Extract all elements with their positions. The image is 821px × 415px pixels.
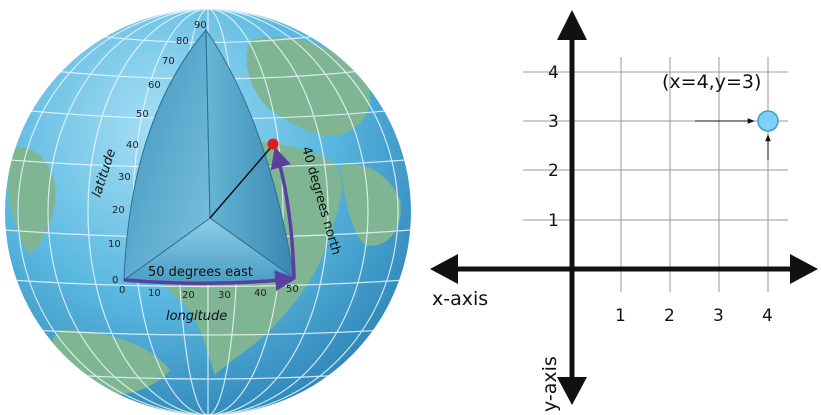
europe-land	[246, 36, 371, 136]
y-tick: 1	[548, 211, 559, 231]
x-tick: 1	[615, 306, 626, 326]
lon-tick: 0	[119, 285, 125, 296]
x-tick: 4	[762, 306, 773, 326]
coordinate-graph: 4 3 2 1 1 2 3 4 x-axis y-axis (x=4,y=3)	[430, 10, 818, 412]
lat-tick: 70	[162, 56, 175, 67]
x-ticks: 1 2 3 4	[615, 306, 773, 326]
lon-tick: 50	[286, 284, 299, 295]
lat-tick: 10	[108, 239, 121, 250]
lon-tick: 20	[182, 290, 195, 301]
north-arrow	[270, 146, 296, 279]
graph-point	[757, 110, 779, 132]
y-axis-arrow-top	[557, 10, 587, 40]
x-axis-arrow-right	[790, 254, 818, 284]
radius-line	[209, 144, 274, 219]
x-tick: 3	[713, 306, 724, 326]
x-axis-arrow-left	[430, 254, 458, 284]
lon-tick: 30	[218, 290, 231, 301]
lon-tick: 40	[254, 288, 267, 299]
lat-tick: 0	[112, 275, 118, 286]
lat-tick: 30	[118, 172, 131, 183]
lat-tick: 80	[176, 36, 189, 47]
lat-tick: 20	[112, 205, 125, 216]
y-tick: 2	[548, 161, 559, 181]
axes	[430, 10, 818, 405]
lat-tick: 40	[126, 140, 139, 151]
east-label: 50 degrees east	[148, 265, 253, 280]
y-axis-label: y-axis	[539, 356, 561, 412]
lat-tick: 50	[136, 109, 149, 120]
arabia-land	[340, 164, 401, 246]
east-arrow	[123, 270, 297, 292]
y-tick: 3	[548, 112, 559, 132]
globe: 0 10 20 30 40 50 60 70 80 90 0 10 20 30 …	[5, 9, 411, 415]
lon-tick: 10	[148, 288, 161, 299]
lat-tick: 90	[194, 20, 207, 31]
y-axis-arrow-bottom	[557, 377, 587, 405]
lat-tick: 60	[148, 80, 161, 91]
y-ticks: 4 3 2 1	[548, 63, 559, 231]
y-tick: 4	[548, 63, 559, 83]
longitude-label: longitude	[166, 309, 227, 324]
x-axis-label: x-axis	[432, 288, 488, 310]
longitude-ticks: 0 10 20 30 40 50	[119, 284, 299, 301]
x-tick: 2	[664, 306, 675, 326]
americas-land	[8, 147, 56, 255]
wedge-left-face	[123, 28, 211, 282]
location-point	[267, 138, 279, 150]
point-label: (x=4,y=3)	[662, 71, 761, 93]
wedge	[122, 28, 296, 284]
latitude-ticks: 0 10 20 30 40 50 60 70 80 90	[108, 20, 207, 286]
